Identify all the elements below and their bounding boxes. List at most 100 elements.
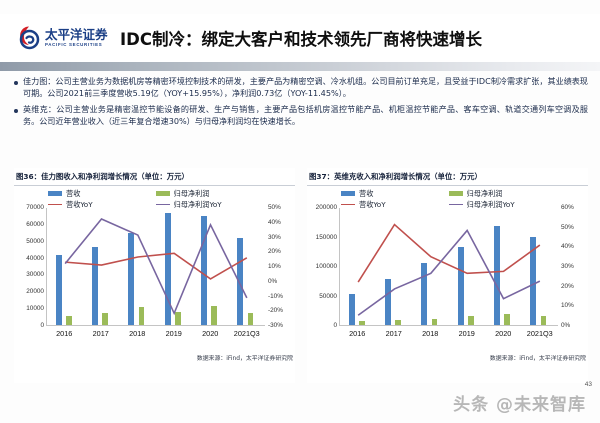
y-tick-label: 30000: [26, 271, 44, 279]
figure-37-canvas: [339, 208, 558, 326]
figure-37-y-axis-left: 0 50000 100000 150000 200000: [307, 203, 337, 329]
y2-tick-label: 0%: [561, 321, 571, 329]
revenue-bar: [530, 237, 537, 325]
revenue-bar: [457, 247, 464, 325]
list-item: 英维克：公司主营业务是精密温控节能设备的研发、生产与销售，主要产品包括机房温控节…: [14, 104, 588, 127]
bar-group: [192, 208, 228, 325]
y-tick-label: 0: [333, 321, 337, 329]
net-profit-bar: [504, 314, 511, 325]
y2-tick-label: 30%: [561, 262, 574, 270]
y2-tick-label: 10%: [268, 262, 281, 270]
revenue-swatch-icon: [48, 191, 62, 196]
y2-tick-label: 20%: [268, 248, 281, 256]
x-tick-label: 2018: [129, 329, 146, 338]
net-profit-bar: [431, 319, 438, 325]
y2-tick-label: 10%: [561, 302, 574, 310]
y2-tick-label: 20%: [561, 282, 574, 290]
y-tick-label: 0: [40, 321, 44, 329]
revenue-bar: [55, 255, 62, 325]
bar-group: [340, 208, 376, 325]
watermark: 头条 @未来智库: [453, 395, 586, 415]
list-item: 佳力图：公司主营业务为数据机房等精密环境控制技术的研发，主要产品为精密空调、冷水…: [14, 76, 588, 99]
figure-36: 图36：佳力图收入和净利润增长情况（单位：万元） 营收 归母净利润 营收YoY: [14, 168, 295, 383]
legend-item-revenue-yoy: 营收YoY: [48, 199, 156, 210]
legend-item-net-profit-yoy: 归母净利润YoY: [448, 199, 557, 210]
revenue-bar: [92, 246, 98, 325]
bullet-text: 佳力图：公司主营业务为数据机房等精密环境控制技术的研发，主要产品为精密空调、冷水…: [23, 76, 588, 98]
legend-label: 营收YoY: [66, 199, 93, 209]
legend-label: 营收YoY: [359, 199, 386, 209]
legend-item-revenue-yoy: 营收YoY: [341, 199, 449, 210]
logo-name-cn: 太平洋证券: [45, 27, 108, 43]
y-tick-label: 50000: [26, 237, 44, 245]
net-profit-bar: [467, 315, 474, 325]
figure-37-source: 数据来源：iFind，太平洋证券研究院: [489, 356, 586, 362]
y-tick-label: 150000: [315, 233, 337, 241]
legend-item-net-profit-yoy: 归母净利润YoY: [155, 199, 264, 210]
bar-group: [120, 208, 156, 325]
net-profit-bar: [540, 316, 547, 325]
legend-label: 归母净利润YoY: [466, 199, 515, 209]
line-series-layer: [47, 208, 265, 325]
y2-tick-label: -30%: [268, 321, 283, 329]
y-tick-label: 200000: [315, 203, 337, 211]
x-tick-label: 2017: [385, 329, 402, 338]
legend-label: 营收: [66, 188, 81, 198]
net-profit-bar: [174, 312, 181, 325]
legend-label: 归母净利润: [173, 188, 210, 198]
bullet-dot-icon: [14, 81, 18, 85]
bullet-list: 佳力图：公司主营业务为数据机房等精密环境控制技术的研发，主要产品为精密空调、冷水…: [14, 76, 588, 133]
figure-36-y-axis-right: -30% -20% -10% 0% 10% 20% 30% 40% 50%: [265, 204, 295, 329]
legend-item-revenue: 营收: [48, 188, 156, 199]
logo-swirl-icon: [19, 26, 40, 50]
net-profit-bar: [211, 306, 218, 325]
revenue-bar: [348, 294, 355, 325]
y-tick-label: 20000: [26, 288, 44, 296]
figure-36-canvas: [46, 208, 265, 326]
page-title: IDC制冷：绑定大客户和技术领先厂商将快速增长: [120, 30, 482, 49]
bullet-text: 英维克：公司主营业务是精密温控节能设备的研发、生产与销售，主要产品包括机房温控节…: [23, 104, 588, 127]
figure-37-rule: [307, 185, 588, 186]
x-tick-label: 2020: [202, 329, 219, 338]
legend-label: 营收: [359, 188, 374, 198]
page-number: 43: [584, 381, 592, 388]
legend-item-net-profit: 归母净利润: [155, 188, 264, 199]
figure-37: 图37：英维克收入和净利润增长情况（单位：万元） 营收 归母净利润 营收YoY: [307, 168, 588, 383]
pacific-securities-logo-icon: [16, 25, 42, 51]
bullet-dot-icon: [14, 109, 18, 114]
revenue-yoy-line-icon: [48, 203, 62, 206]
legend-item-net-profit: 归母净利润: [448, 188, 557, 199]
figure-row: 图36：佳力图收入和净利润增长情况（单位：万元） 营收 归母净利润 营收YoY: [14, 168, 588, 383]
line-series-layer: [340, 208, 558, 325]
y2-tick-label: 0%: [268, 277, 278, 285]
revenue-swatch-icon: [341, 191, 355, 196]
figure-37-body: 营收 归母净利润 营收YoY 归母净利润YoY: [307, 186, 588, 363]
y2-tick-label: 40%: [268, 218, 281, 226]
y-tick-label: 50000: [319, 292, 337, 300]
slide-header: 太平洋证券 PACIFIC SECURITIES IDC制冷：绑定大客户和技术领…: [0, 14, 600, 62]
revenue-bar: [494, 225, 500, 325]
bar-group: [376, 208, 412, 325]
net-profit-bar: [247, 312, 254, 325]
revenue-bar: [385, 278, 391, 325]
logo-name-en: PACIFIC SECURITIES: [45, 41, 103, 47]
net-profit-swatch-icon: [448, 191, 463, 196]
x-tick-label: 2017: [92, 329, 109, 338]
figure-37-legend: 营收 归母净利润 营收YoY 归母净利润YoY: [341, 188, 556, 210]
company-logo: 太平洋证券 PACIFIC SECURITIES: [16, 25, 112, 51]
net-profit-bar: [358, 321, 365, 325]
bar-group: [229, 208, 265, 325]
bar-group: [156, 208, 192, 325]
logo-wordmark: 太平洋证券 PACIFIC SECURITIES: [45, 29, 108, 47]
figure-36-x-axis: 2016 2017 2018 2019 2020 2021Q3: [46, 328, 265, 340]
revenue-bar: [421, 263, 428, 325]
x-tick-label: 2019: [165, 329, 182, 338]
net-profit-bar: [102, 313, 109, 325]
net-profit-bar: [138, 307, 145, 325]
figure-36-y-axis-left: 0 10000 20000 30000 40000 50000 60000 70000: [14, 204, 44, 329]
x-tick-label: 2021Q3: [233, 329, 260, 338]
figure-36-body: 营收 归母净利润 营收YoY 归母净利润YoY: [14, 186, 295, 363]
x-tick-label: 2016: [349, 329, 366, 338]
x-tick-label: 2021Q3: [526, 329, 553, 338]
